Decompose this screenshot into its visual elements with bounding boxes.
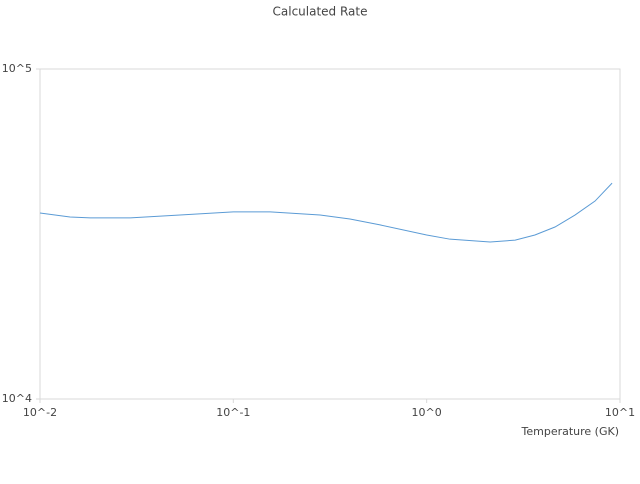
chart-title: Calculated Rate: [273, 5, 368, 19]
line: [39, 182, 613, 243]
y-tick-label: 10^5: [2, 62, 32, 75]
y-tick-label: 10^4: [2, 392, 32, 405]
plot-frame: [39, 68, 621, 400]
x-tick-label: 10^-1: [216, 406, 250, 419]
x-tick-label: 10^1: [605, 406, 635, 419]
x-tick-label: 10^-2: [23, 406, 57, 419]
x-axis-label: Temperature (GK): [521, 425, 620, 438]
x-tick-label: 10^0: [412, 406, 442, 419]
